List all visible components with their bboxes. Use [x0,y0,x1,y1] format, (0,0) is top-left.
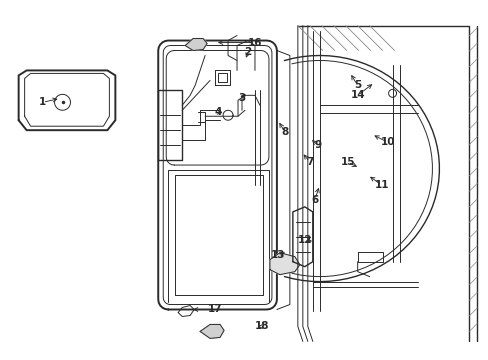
Polygon shape [200,324,224,338]
Text: 14: 14 [349,90,364,100]
Polygon shape [185,39,207,50]
Text: 11: 11 [374,180,388,190]
Text: 4: 4 [214,107,222,117]
Polygon shape [269,253,299,275]
Text: 15: 15 [340,157,354,167]
Text: 17: 17 [207,305,222,315]
Text: 7: 7 [305,157,313,167]
Text: 8: 8 [281,127,288,137]
Text: 9: 9 [314,140,321,150]
Text: 10: 10 [380,137,394,147]
Text: 1: 1 [39,97,46,107]
Text: 16: 16 [247,37,262,48]
Text: 12: 12 [297,235,311,245]
Text: 2: 2 [244,48,251,58]
Text: 3: 3 [238,93,245,103]
Text: 18: 18 [254,321,269,332]
Text: 6: 6 [310,195,318,205]
Text: 5: 5 [353,80,361,90]
Text: 13: 13 [270,250,285,260]
